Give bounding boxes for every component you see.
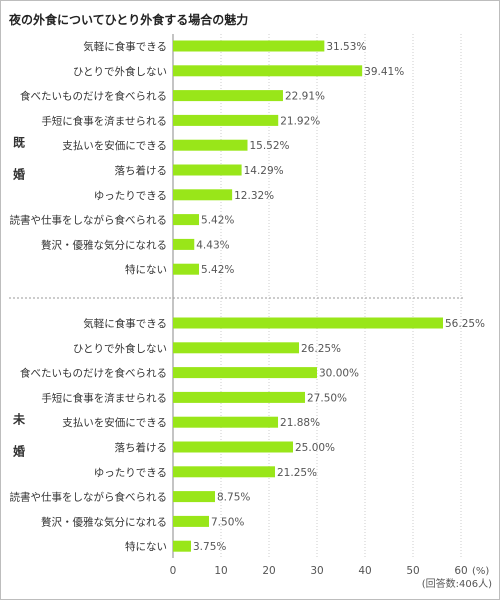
- category-label: 読書や仕事をしながら食べられる: [10, 214, 168, 227]
- category-label: ゆったりできる: [94, 190, 167, 202]
- category-label: 特にない: [125, 541, 167, 553]
- category-label: 落ち着ける: [115, 441, 168, 454]
- bar: [173, 263, 200, 275]
- category-label: 手短に食事を済ませられる: [41, 114, 167, 127]
- category-label: 支払いを安価にできる: [62, 139, 167, 152]
- bar: [173, 238, 195, 250]
- bar: [173, 342, 299, 354]
- category-label: ひとりで外食しない: [73, 342, 167, 355]
- respondent-note: (回答数:406人): [422, 577, 492, 590]
- value-label: 31.53%: [326, 41, 366, 53]
- group-label: 未: [12, 412, 25, 427]
- value-label: 21.92%: [280, 115, 320, 127]
- category-label: 読書や仕事をしながら食べられる: [10, 491, 168, 504]
- bar: [173, 367, 317, 379]
- x-tick-label: 0: [170, 565, 177, 577]
- value-label: 30.00%: [319, 368, 359, 380]
- bar: [173, 391, 305, 403]
- value-label: 39.41%: [364, 66, 404, 78]
- bar: [173, 189, 233, 201]
- x-tick-label: 30: [310, 565, 323, 577]
- value-label: 26.25%: [301, 343, 341, 355]
- category-label: 手短に食事を済ませられる: [41, 391, 167, 404]
- category-label: 贅沢・優雅な気分になれる: [41, 515, 167, 528]
- value-label: 15.52%: [249, 140, 289, 152]
- category-label: 食べたいものだけを食べられる: [20, 90, 167, 103]
- value-label: 27.50%: [307, 392, 347, 404]
- value-label: 25.00%: [295, 442, 335, 454]
- bar: [173, 515, 209, 527]
- category-label: 落ち着ける: [115, 164, 168, 177]
- value-label: 8.75%: [217, 492, 250, 504]
- x-tick-label: 60: [454, 565, 467, 577]
- bar: [173, 114, 279, 126]
- group-label: 婚: [13, 444, 25, 459]
- category-label: 特にない: [125, 264, 167, 276]
- x-unit-label: (%): [472, 566, 489, 577]
- x-tick-label: 40: [358, 565, 371, 577]
- category-label: 食べたいものだけを食べられる: [20, 367, 167, 380]
- group-label: 婚: [13, 167, 25, 182]
- category-label: 気軽に食事できる: [83, 317, 167, 330]
- category-label: ひとりで外食しない: [73, 65, 167, 78]
- bar: [173, 317, 443, 329]
- value-label: 21.88%: [280, 417, 320, 429]
- bar: [173, 90, 283, 102]
- x-tick-label: 10: [214, 565, 227, 577]
- bar: [173, 491, 215, 503]
- x-tick-label: 50: [406, 565, 419, 577]
- x-tick-label: 20: [262, 565, 275, 577]
- bar: [173, 540, 191, 552]
- bar: [173, 441, 293, 453]
- value-label: 21.25%: [277, 467, 317, 479]
- value-label: 14.29%: [244, 165, 284, 177]
- value-label: 4.43%: [196, 239, 229, 251]
- category-label: 支払いを安価にできる: [62, 416, 167, 429]
- bar: [173, 65, 363, 77]
- value-label: 5.42%: [201, 215, 234, 227]
- value-label: 5.42%: [201, 264, 234, 276]
- value-label: 12.32%: [234, 190, 274, 202]
- bar: [173, 416, 279, 428]
- bar: [173, 214, 200, 226]
- bar: [173, 139, 248, 151]
- group-label: 既: [13, 136, 25, 150]
- bar: [173, 466, 275, 478]
- bar: [173, 40, 325, 52]
- bar: [173, 164, 242, 176]
- category-label: 贅沢・優雅な気分になれる: [41, 238, 167, 251]
- value-label: 3.75%: [193, 541, 226, 553]
- category-label: ゆったりできる: [94, 467, 167, 479]
- category-label: 気軽に食事できる: [83, 40, 167, 53]
- value-label: 56.25%: [445, 318, 485, 330]
- value-label: 22.91%: [285, 91, 325, 103]
- value-label: 7.50%: [211, 516, 244, 528]
- chart-title: 夜の外食についてひとり外食する場合の魅力: [9, 13, 249, 27]
